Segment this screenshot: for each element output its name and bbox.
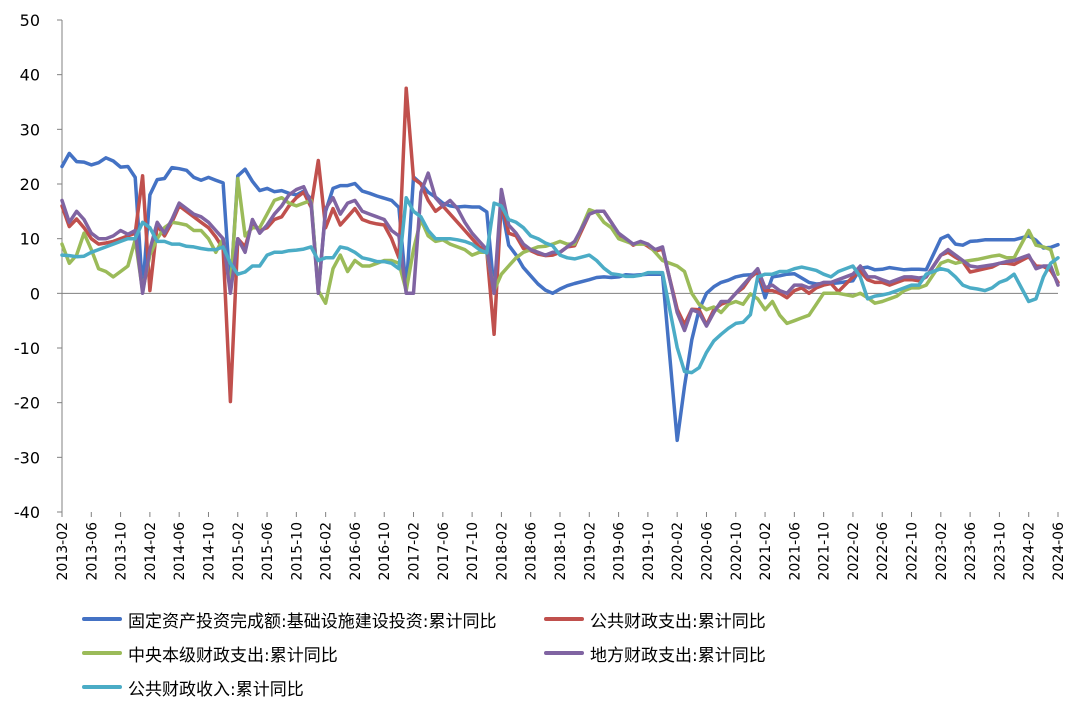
series-layer (60, 86, 1060, 443)
y-tick-label: -40 (14, 503, 40, 522)
x-tick-label: 2023-10 (992, 522, 1008, 581)
y-tick-label: 30 (20, 120, 40, 139)
y-tick-label: 10 (20, 230, 40, 249)
x-tick-label: 2022-02 (846, 522, 862, 581)
x-tick-label: 2016-02 (319, 522, 335, 581)
x-tick-label: 2024-06 (1051, 522, 1067, 581)
x-tick-label: 2015-10 (289, 522, 305, 581)
y-tick-label: -10 (14, 339, 40, 358)
x-tick-label: 2014-10 (201, 522, 217, 581)
legend-item-public-fiscal-expenditure: 公共财政支出:累计同比 (544, 604, 766, 634)
legend-label: 公共财政收入:累计同比 (128, 679, 304, 700)
x-tick-label: 2017-10 (465, 522, 481, 581)
y-tick-label: -20 (14, 394, 40, 413)
legend-label: 公共财政支出:累计同比 (590, 611, 766, 632)
legend-label: 中央本级财政支出:累计同比 (128, 645, 338, 666)
x-tick-label: 2013-10 (114, 522, 130, 581)
x-tick-label: 2017-06 (436, 522, 452, 581)
y-tick-label: -30 (14, 448, 40, 467)
series-line-4 (60, 195, 1060, 375)
x-tick-label: 2022-10 (905, 522, 921, 581)
legend: 固定资产投资完成额:基础设施建设投资:累计同比 公共财政支出:累计同比 中央本级… (82, 598, 1072, 710)
legend-item-local-fiscal-expenditure: 地方财政支出:累计同比 (544, 638, 766, 668)
x-tick-label: 2018-02 (494, 522, 510, 581)
y-tick-label: 50 (20, 11, 40, 30)
x-tick-label: 2013-06 (84, 522, 100, 581)
x-tick-label: 2020-02 (670, 522, 686, 581)
x-tick-label: 2016-06 (348, 522, 364, 581)
x-tick-label: 2014-06 (172, 522, 188, 581)
legend-swatch (544, 617, 584, 621)
x-tick-label: 2022-06 (875, 522, 891, 581)
x-tick-label: 2019-06 (612, 522, 628, 581)
legend-swatch (82, 685, 122, 689)
legend-item-public-fiscal-revenue: 公共财政收入:累计同比 (82, 672, 304, 702)
legend-label: 固定资产投资完成额:基础设施建设投资:累计同比 (128, 611, 497, 632)
x-tick-label: 2013-02 (55, 522, 71, 581)
x-tick-label: 2021-06 (787, 522, 803, 581)
x-tick-label: 2023-06 (963, 522, 979, 581)
y-tick-label: 0 (30, 284, 40, 303)
x-tick-label: 2020-06 (699, 522, 715, 581)
x-tick-label: 2017-02 (407, 522, 423, 581)
y-tick-label: 20 (20, 175, 40, 194)
x-tick-label: 2015-06 (260, 522, 276, 581)
legend-swatch (82, 651, 122, 655)
x-tick-label: 2024-02 (1022, 522, 1038, 581)
x-tick-label: 2014-02 (143, 522, 159, 581)
x-tick-label: 2016-10 (377, 522, 393, 581)
x-tick-label: 2019-02 (582, 522, 598, 581)
legend-item-central-fiscal-expenditure: 中央本级财政支出:累计同比 (82, 638, 338, 668)
x-tick-label: 2020-10 (729, 522, 745, 581)
x-tick-label: 2019-10 (641, 522, 657, 581)
x-tick-label: 2021-02 (758, 522, 774, 581)
legend-item-infrastructure-investment: 固定资产投资完成额:基础设施建设投资:累计同比 (82, 604, 496, 634)
x-tick-label: 2018-06 (524, 522, 540, 581)
x-tick-label: 2018-10 (553, 522, 569, 581)
legend-swatch (544, 651, 584, 655)
x-axis: 2013-02 2013-06 2013-10 2014-02 2014-06 2014-… (55, 292, 1067, 581)
legend-label: 地方财政支出:累计同比 (590, 645, 766, 666)
legend-swatch (82, 617, 122, 621)
series-line-3 (60, 171, 1060, 333)
y-axis: 50 40 30 20 10 0 -10 -20 -30 -40 (14, 11, 63, 522)
x-tick-label: 2023-02 (934, 522, 950, 581)
x-tick-label: 2015-02 (231, 522, 247, 581)
x-tick-label: 2021-10 (817, 522, 833, 581)
y-tick-label: 40 (20, 66, 40, 85)
series-line-0 (60, 151, 1060, 443)
